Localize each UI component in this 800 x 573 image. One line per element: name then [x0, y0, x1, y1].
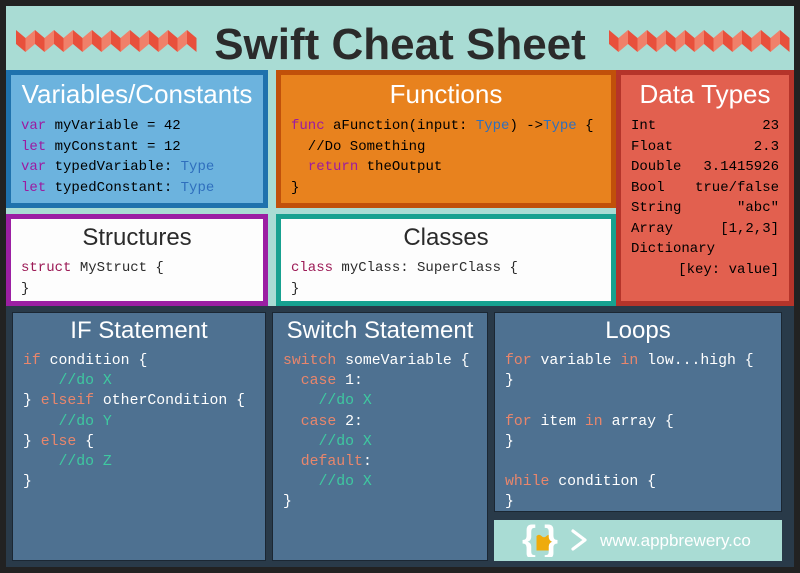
svg-text:}: }	[544, 523, 558, 557]
svg-text:{: {	[522, 523, 536, 557]
svg-text:www.appbrewery.co: www.appbrewery.co	[599, 531, 751, 550]
